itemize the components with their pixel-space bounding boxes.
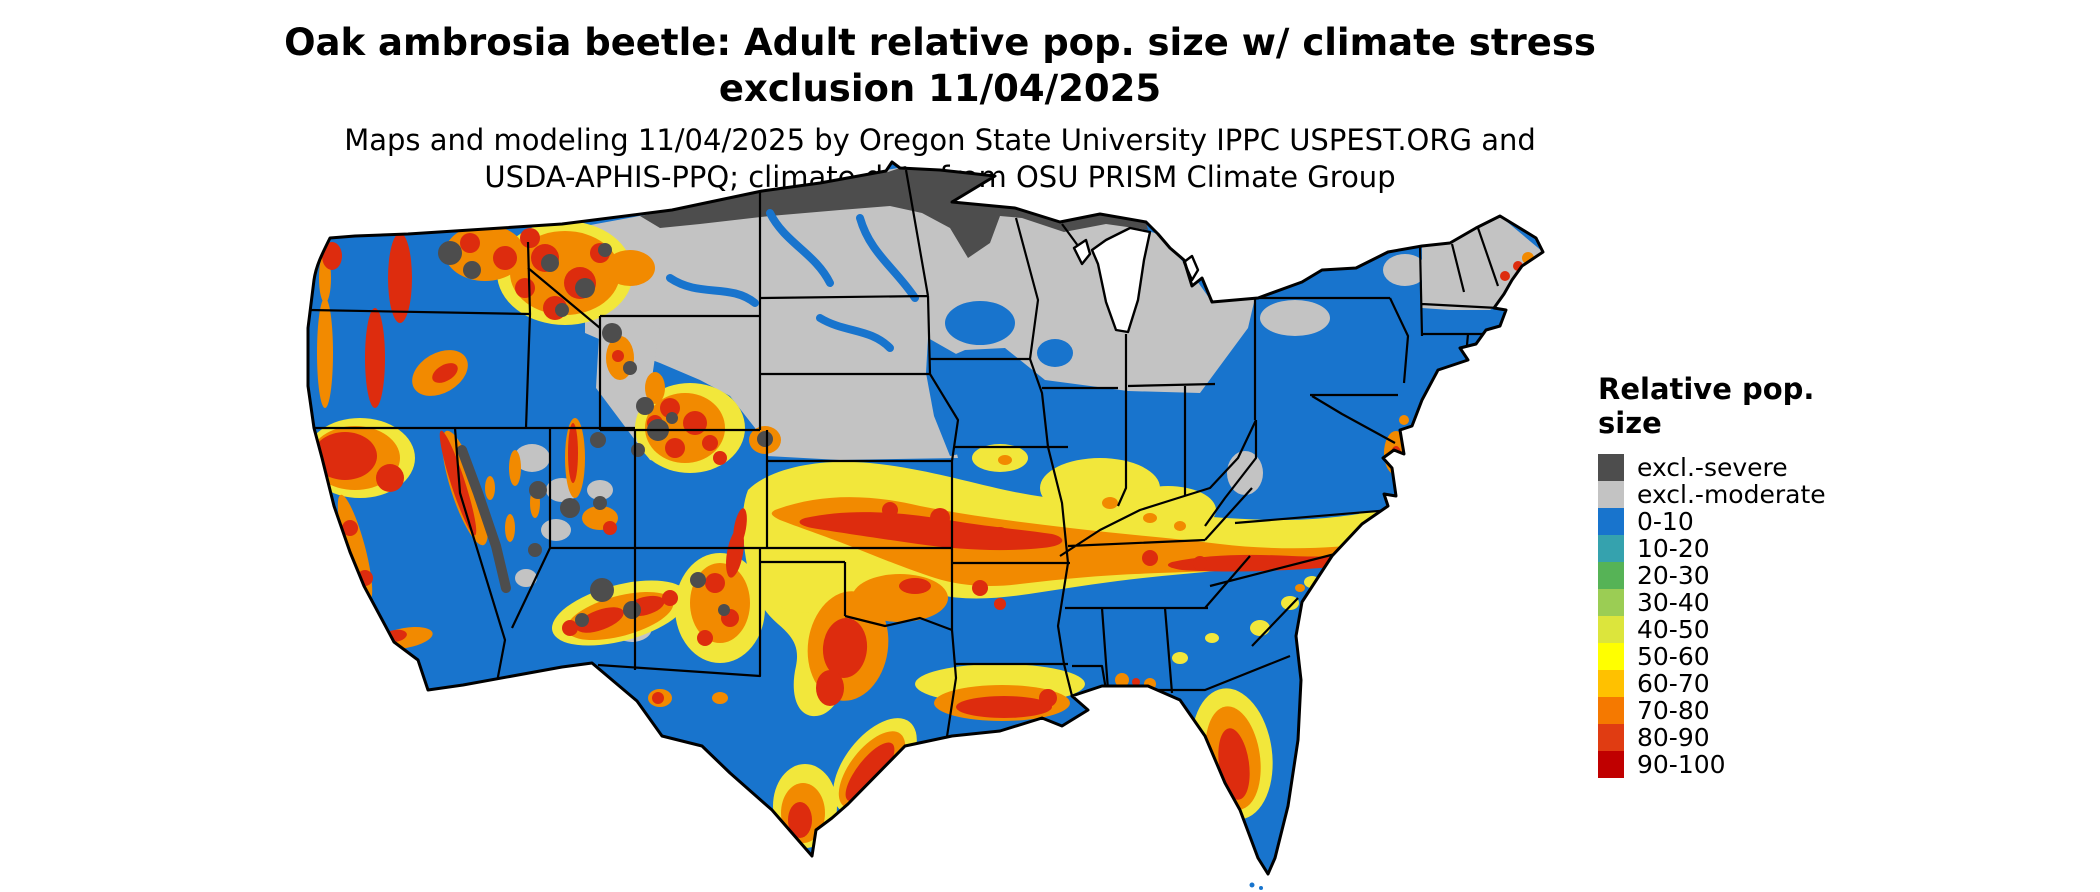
map-plains-blue-details xyxy=(666,209,1073,456)
figure-title-line1: Oak ambrosia beetle: Adult relative pop.… xyxy=(284,21,1596,64)
legend-item-label: 50-60 xyxy=(1637,642,1710,671)
legend-swatch xyxy=(1598,454,1624,481)
florida-keys-dot xyxy=(1249,882,1255,888)
legend-swatch xyxy=(1598,562,1624,589)
great-lakes xyxy=(1072,226,1200,334)
legend-item: 90-100 xyxy=(1598,750,1878,779)
legend-item: excl.-moderate xyxy=(1598,480,1878,509)
legend-item-label: excl.-moderate xyxy=(1637,480,1826,509)
figure-header: Oak ambrosia beetle: Adult relative pop.… xyxy=(0,20,1880,112)
legend-item: 60-70 xyxy=(1598,669,1878,698)
legend-swatch xyxy=(1598,670,1624,697)
legend-item: 80-90 xyxy=(1598,723,1878,752)
map-exclusion-severe-spots xyxy=(438,241,773,627)
legend-swatch xyxy=(1598,481,1624,508)
legend-item: 50-60 xyxy=(1598,642,1878,671)
figure-title-line2: exclusion 11/04/2025 xyxy=(718,67,1162,110)
legend-item-label: 90-100 xyxy=(1637,750,1726,779)
legend-item-label: 40-50 xyxy=(1637,615,1710,644)
legend-item-label: 20-30 xyxy=(1637,561,1710,590)
legend-swatch xyxy=(1598,724,1624,751)
legend-item-label: 10-20 xyxy=(1637,534,1710,563)
legend-item-label: excl.-severe xyxy=(1637,453,1788,482)
legend-swatch xyxy=(1598,751,1624,778)
legend-item: 30-40 xyxy=(1598,588,1878,617)
legend-swatch xyxy=(1598,643,1624,670)
legend-item-label: 30-40 xyxy=(1637,588,1710,617)
legend-swatch xyxy=(1598,616,1624,643)
legend-item-label: 60-70 xyxy=(1637,669,1710,698)
legend-item: 20-30 xyxy=(1598,561,1878,590)
florida-keys-dot xyxy=(1259,886,1263,890)
legend-item: excl.-severe xyxy=(1598,453,1878,482)
map-highest-population xyxy=(313,228,1523,838)
legend-item: 10-20 xyxy=(1598,534,1878,563)
legend-swatch xyxy=(1598,535,1624,562)
legend-item: 40-50 xyxy=(1598,615,1878,644)
legend-item-label: 70-80 xyxy=(1637,696,1710,725)
legend-swatch xyxy=(1598,508,1624,535)
legend-item: 70-80 xyxy=(1598,696,1878,725)
legend-item: 0-10 xyxy=(1598,507,1878,536)
legend-item-label: 80-90 xyxy=(1637,723,1710,752)
legend-swatch xyxy=(1598,697,1624,724)
us-map xyxy=(300,158,1570,892)
legend-title: Relative pop. size xyxy=(1598,372,1815,440)
legend-swatch xyxy=(1598,589,1624,616)
legend: Relative pop. size excl.-severe excl.-mo… xyxy=(1598,372,1878,779)
us-outline xyxy=(306,160,1545,890)
us-map-svg xyxy=(306,160,1545,890)
figure-subtitle-line1: Maps and modeling 11/04/2025 by Oregon S… xyxy=(344,123,1536,157)
legend-item-label: 0-10 xyxy=(1637,507,1694,536)
state-borders xyxy=(309,169,1500,744)
